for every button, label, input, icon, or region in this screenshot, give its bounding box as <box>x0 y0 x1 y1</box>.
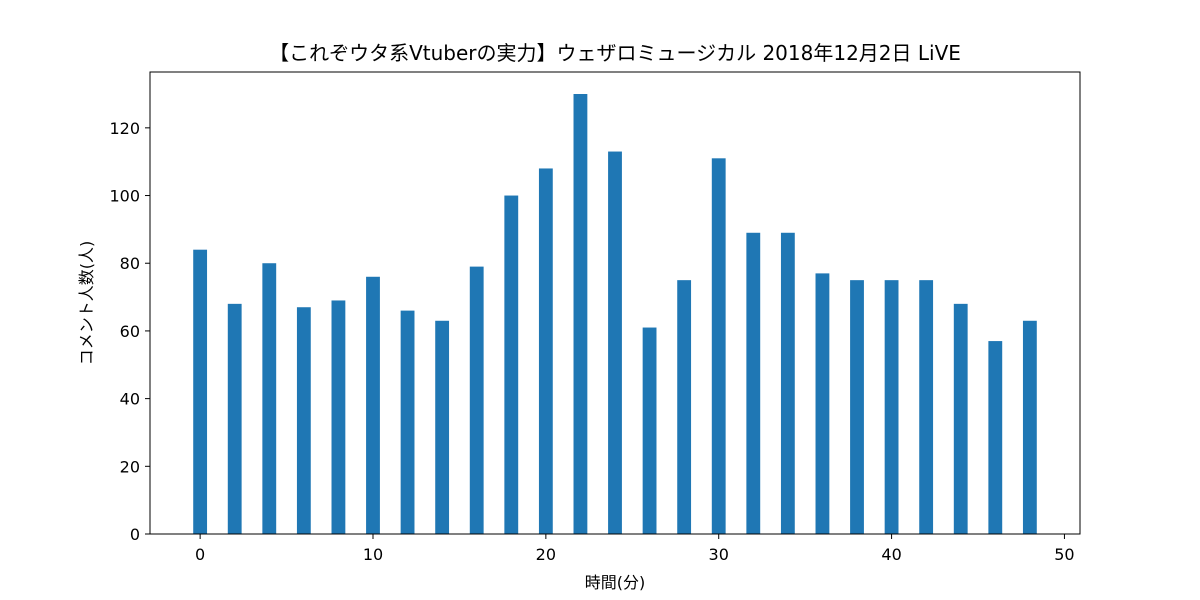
bar-40 <box>884 280 899 534</box>
x-axis-ticks: 0 10 20 30 40 50 <box>195 534 1075 564</box>
bar-22 <box>573 94 588 534</box>
bar-24 <box>608 151 622 535</box>
x-tick-label-40: 40 <box>881 545 901 564</box>
bar-6 <box>296 307 311 534</box>
y-tick-label-0: 0 <box>130 525 140 544</box>
bar-2 <box>227 303 242 534</box>
y-tick-label-60: 60 <box>120 322 140 341</box>
bar-26 <box>642 327 657 534</box>
x-axis-label: 時間(分) <box>585 573 646 592</box>
x-tick-label-10: 10 <box>363 545 383 564</box>
bar-34 <box>780 232 795 534</box>
bar-14 <box>435 320 450 534</box>
y-tick-label-100: 100 <box>109 187 140 206</box>
y-axis-label: コメント人数(人) <box>77 241 96 366</box>
bar-group <box>193 94 1037 535</box>
bar-32 <box>746 232 761 534</box>
bar-18 <box>504 195 519 535</box>
y-tick-label-80: 80 <box>120 254 140 273</box>
bar-36 <box>815 273 830 534</box>
y-axis-ticks: 0 20 40 60 80 100 120 <box>109 119 150 544</box>
bar-16 <box>469 266 484 534</box>
bar-46 <box>988 341 1003 534</box>
bar-38 <box>850 280 864 534</box>
bar-30 <box>711 158 726 535</box>
x-tick-label-20: 20 <box>536 545 556 564</box>
bar-20 <box>538 168 553 534</box>
bar-8 <box>331 300 346 534</box>
bar-42 <box>919 280 934 534</box>
y-tick-label-120: 120 <box>109 119 140 138</box>
y-tick-label-40: 40 <box>120 390 140 409</box>
bar-48 <box>1022 320 1037 534</box>
bar-4 <box>262 263 277 534</box>
plot-frame <box>149 71 1081 535</box>
x-tick-label-30: 30 <box>709 545 729 564</box>
bar-10 <box>366 276 380 534</box>
x-tick-label-0: 0 <box>195 545 205 564</box>
bar-12 <box>400 310 415 534</box>
chart-title: 【これぞウタ系Vtuberの実力】ウェザロミュージカル 2018年12月2日 L… <box>269 41 961 65</box>
bar-28 <box>677 280 692 534</box>
y-tick-label-20: 20 <box>120 457 140 476</box>
bar-44 <box>953 303 968 534</box>
x-tick-label-50: 50 <box>1054 545 1074 564</box>
bar-0 <box>193 249 208 534</box>
